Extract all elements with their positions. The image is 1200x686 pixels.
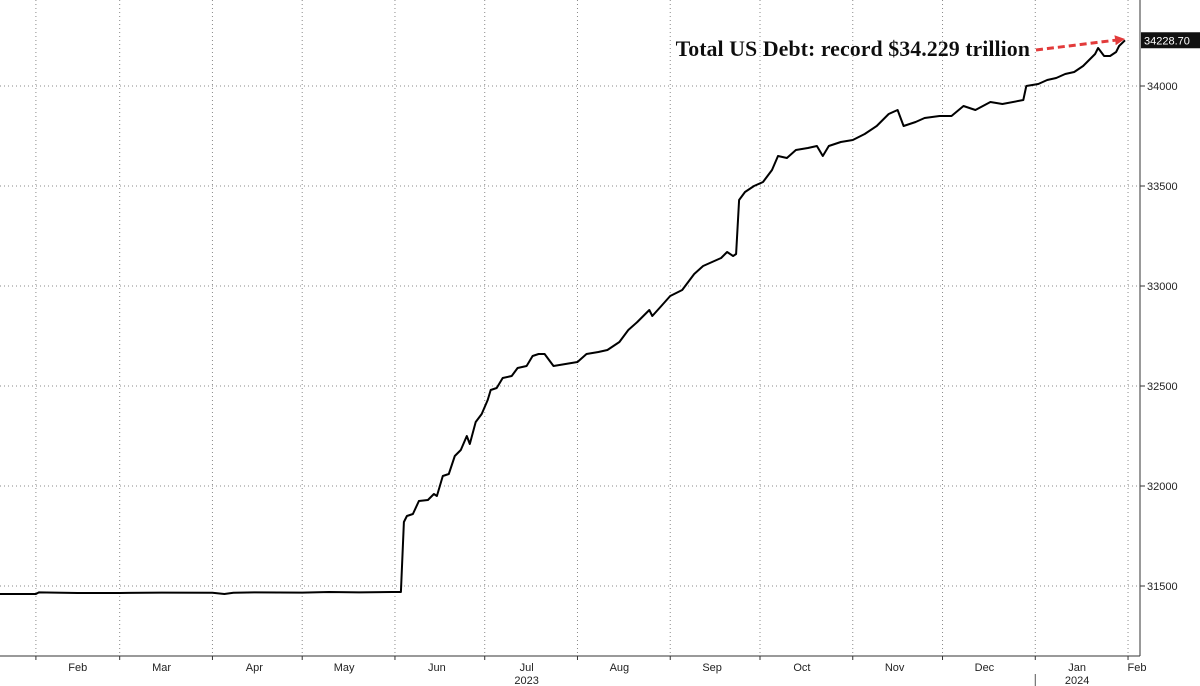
y-tick-label: 32500 (1147, 381, 1178, 393)
y-tick-label: 33000 (1147, 281, 1178, 293)
x-tick-label: Feb (1128, 662, 1147, 674)
x-tick-label: Sep (702, 662, 722, 674)
x-tick-label: Mar (152, 662, 171, 674)
year-label: 2023 (514, 675, 538, 686)
series-layer (0, 39, 1126, 595)
annotation-arrow (1035, 35, 1126, 52)
plot-axes (0, 0, 1145, 686)
last-value-label: 34228.70 (1144, 35, 1190, 47)
x-tick-label: Nov (885, 662, 905, 674)
x-tick-label: Jan (1068, 662, 1086, 674)
annotation-text: Total US Debt: record $34.229 trillion (676, 36, 1030, 61)
x-axis-ticks: Feb Mar Apr May Jun Jul Aug Sep Oct Nov Dec Jan Feb 2… (68, 662, 1146, 686)
y-tick-label: 32000 (1147, 481, 1178, 493)
plot-grid (0, 0, 1140, 656)
y-axis-ticks: 31500 32000 32500 33000 33500 34000 (1147, 81, 1178, 593)
debt-series-line (0, 39, 1126, 595)
x-tick-label: Dec (975, 662, 995, 674)
annotation-layer: Total US Debt: record $34.229 trillion (676, 35, 1126, 61)
year-label: 2024 (1065, 675, 1089, 686)
x-tick-label: May (334, 662, 355, 674)
y-tick-label: 34000 (1147, 81, 1178, 93)
x-tick-label: Jul (520, 662, 534, 674)
x-tick-label: Apr (246, 662, 263, 674)
x-tick-label: Feb (68, 662, 87, 674)
y-tick-label: 31500 (1147, 581, 1178, 593)
last-value-badge: 34228.70 (1141, 32, 1200, 49)
x-tick-label: Oct (793, 662, 810, 674)
y-tick-label: 33500 (1147, 181, 1178, 193)
x-tick-label: Jun (428, 662, 446, 674)
x-tick-label: Aug (610, 662, 630, 674)
